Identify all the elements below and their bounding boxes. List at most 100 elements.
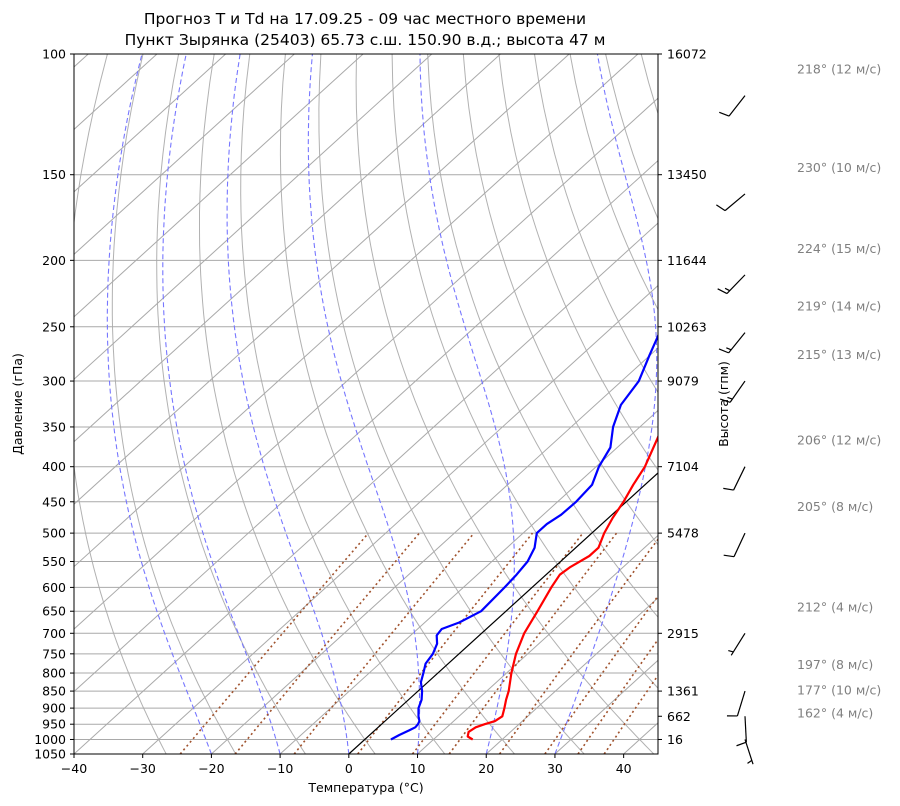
y-tick-label: 1000 <box>34 732 66 747</box>
dewpoint-profile-line <box>390 333 658 741</box>
isotherm-line <box>74 159 658 693</box>
mixing-ratio-line <box>498 538 658 754</box>
wind-barb-flag <box>718 348 729 354</box>
wind-barb-staff <box>729 380 746 403</box>
dry-adiabat-line <box>279 54 515 754</box>
wind-barb-staff <box>733 466 746 491</box>
height-tick-label: 9079 <box>667 374 699 389</box>
wind-barb <box>717 274 746 295</box>
x-tick-label: 40 <box>616 761 632 776</box>
isotherm-line <box>74 54 433 380</box>
wind-barb-half-flag <box>724 287 730 292</box>
dry-adiabat-line <box>156 54 306 754</box>
height-tick-label: 16072 <box>667 47 707 62</box>
dry-adiabat-line <box>498 54 658 471</box>
temperature-profile-line <box>466 434 658 741</box>
x-tick-label: 10 <box>410 761 426 776</box>
wind-label: 230° (10 м/с) <box>797 160 881 175</box>
wind-barb <box>728 632 746 656</box>
wind-layer: 218° (12 м/с) 230° (10 м/с) 224° (15 м/с) 2… <box>716 62 881 765</box>
mixing-ratio-line <box>293 532 475 754</box>
axis-layer: −40 −30 −20 −10 0 10 20 30 40 100 150 200 250 300 350 4… <box>34 47 707 777</box>
wind-barb <box>726 690 746 717</box>
wind-barb <box>716 193 746 212</box>
wind-label: 215° (13 м/с) <box>797 347 881 362</box>
height-tick-label: 7104 <box>667 459 699 474</box>
height-tick-label: 662 <box>667 709 691 724</box>
isotherm-line <box>74 54 364 318</box>
wind-barb <box>723 532 746 558</box>
moist-adiabat-line <box>106 54 212 754</box>
wind-barb-flag <box>719 398 731 403</box>
height-tick-label: 11644 <box>667 253 707 268</box>
height-tick-label: 10263 <box>667 319 707 334</box>
moist-adiabat-line <box>554 54 658 754</box>
isotherm-line <box>279 409 658 754</box>
wind-label: 218° (12 м/с) <box>797 62 881 77</box>
dry-adiabat-line <box>391 54 658 689</box>
mixing-ratio-line <box>577 638 658 754</box>
x-tick-label: −40 <box>61 761 87 776</box>
wind-barb <box>719 95 746 117</box>
isotherm-line <box>74 54 295 255</box>
wind-barb-half-flag <box>728 649 734 653</box>
moist-adiabat-line <box>307 54 421 754</box>
y-axis-label: Давление (гПа) <box>10 353 25 455</box>
x-tick-label: −20 <box>198 761 224 776</box>
height-tick-label: 13450 <box>667 167 707 182</box>
dry-adiabat-line <box>318 54 585 754</box>
y-tick-label: 850 <box>42 684 66 699</box>
moist-adiabat-line <box>419 54 515 754</box>
wind-barb <box>736 716 747 747</box>
wind-label: 212° (4 м/с) <box>797 599 873 614</box>
wind-barb-half-flag <box>727 396 733 400</box>
wind-barb-staff <box>733 532 746 557</box>
y-tick-label: 250 <box>42 319 66 334</box>
mixing-ratio-line <box>544 594 658 754</box>
height-tick-label: 2915 <box>667 626 699 641</box>
x-tick-label: 0 <box>345 761 353 776</box>
x-tick-label: −30 <box>130 761 156 776</box>
dry-adiabat-line <box>355 54 655 754</box>
mixing-ratio-line <box>179 532 370 754</box>
isotherm-line <box>485 597 658 754</box>
wind-barb <box>723 466 746 491</box>
y-tick-label: 150 <box>42 167 66 182</box>
wind-barb-staff <box>728 332 746 354</box>
wind-barb-staff <box>736 690 746 717</box>
wind-barb <box>718 332 746 354</box>
isotherm-line <box>74 97 658 630</box>
wind-barb-staff <box>728 95 746 117</box>
height-tick-label: 1361 <box>667 684 699 699</box>
wind-barb-staff <box>730 632 746 656</box>
y-tick-label: 950 <box>42 717 66 732</box>
isotherm-line <box>211 347 658 754</box>
isotherm-line <box>74 54 226 193</box>
background-lines <box>74 54 658 754</box>
y-tick-label: 600 <box>42 580 66 595</box>
wind-barb <box>744 739 754 765</box>
wind-label: 162° (4 м/с) <box>797 705 873 720</box>
wind-label: 177° (10 м/с) <box>797 682 881 697</box>
mixing-ratio-line <box>234 532 421 754</box>
dry-adiabat-line <box>199 54 376 754</box>
dry-adiabat-line <box>74 54 167 754</box>
x-tick-label: −10 <box>267 761 293 776</box>
wind-barb-staff <box>724 193 746 212</box>
wind-barb-flag <box>723 487 734 491</box>
wind-label: 205° (8 м/с) <box>797 499 873 514</box>
y-tick-label: 200 <box>42 253 66 268</box>
dry-adiabat-line <box>240 54 446 754</box>
y-tick-label: 700 <box>42 626 66 641</box>
isotherm-line <box>74 222 658 754</box>
y-tick-label: 550 <box>42 554 66 569</box>
x-tick-label: 20 <box>478 761 494 776</box>
isotherm-line <box>74 54 570 505</box>
wind-barb-flag <box>716 204 726 212</box>
y-tick-label: 1050 <box>34 747 66 762</box>
height-tick-label: 16 <box>667 732 683 747</box>
dry-adiabat-line <box>427 54 658 618</box>
y-tick-label: 100 <box>42 47 66 62</box>
height-tick-label: 5478 <box>667 526 699 541</box>
